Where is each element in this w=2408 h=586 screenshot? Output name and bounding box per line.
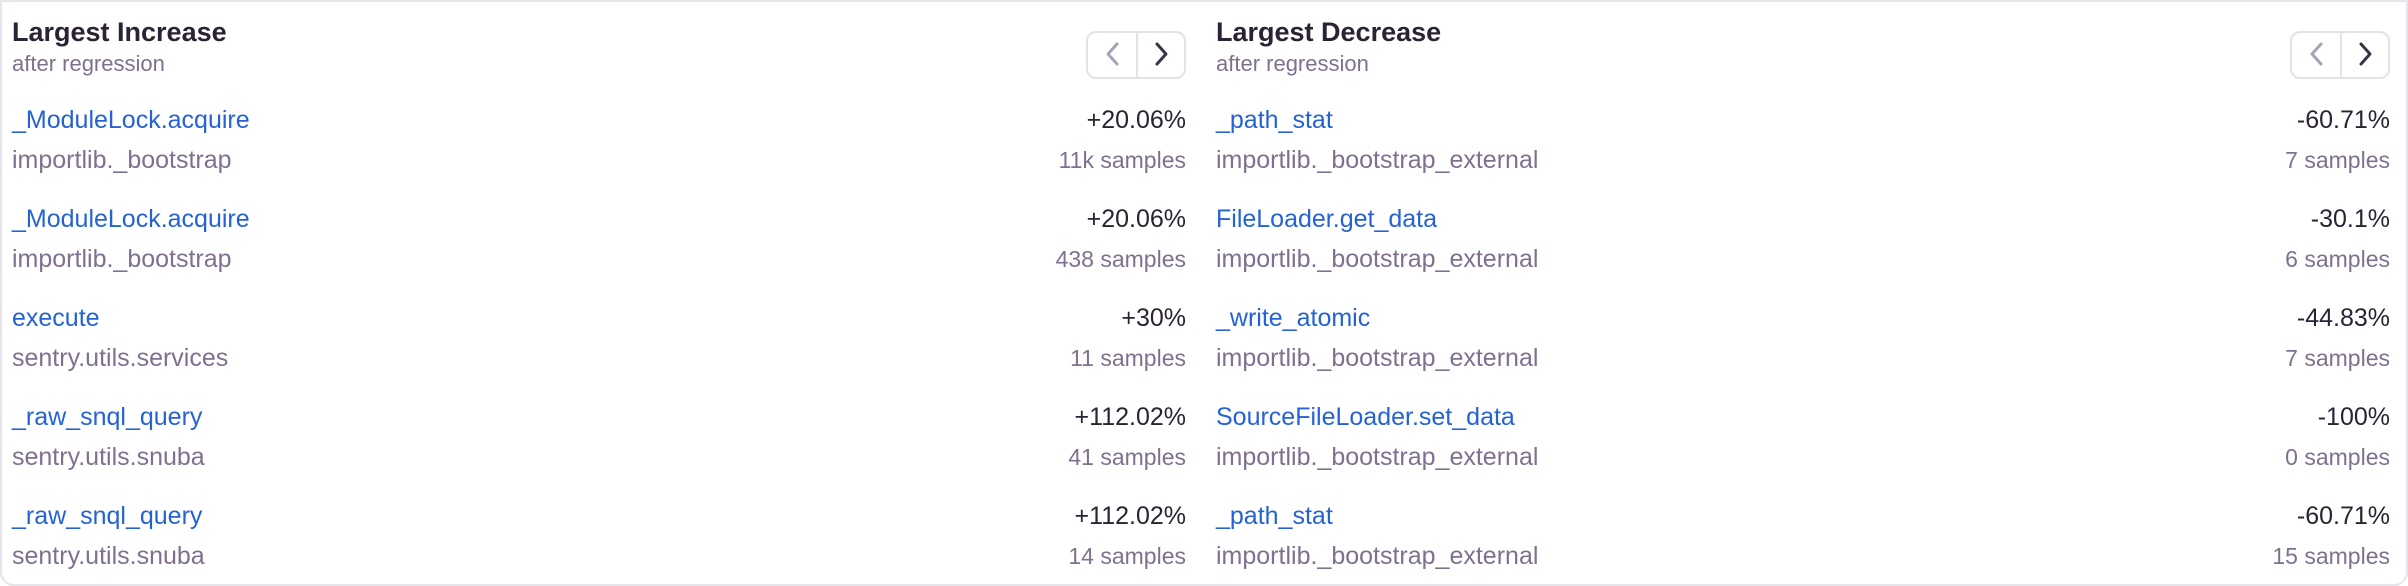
row-function-block: _raw_snql_query sentry.utils.snuba: [12, 397, 205, 477]
function-link[interactable]: execute: [12, 304, 100, 332]
chevron-right-icon: [2358, 41, 2373, 70]
prev-page-button[interactable]: [2292, 33, 2340, 77]
regression-row: _ModuleLock.acquire importlib._bootstrap…: [12, 100, 1186, 180]
chevron-left-icon: [1105, 41, 1120, 70]
panel-titles: Largest Increase after regression: [12, 14, 227, 78]
module-label: importlib._bootstrap: [12, 245, 232, 273]
row-stats-block: -60.71% 7 samples: [2261, 100, 2390, 180]
module-label: importlib._bootstrap_external: [1216, 245, 1539, 273]
panel-header: Largest Increase after regression: [12, 14, 1186, 79]
row-stats-block: -30.1% 6 samples: [2261, 199, 2390, 279]
module-label: sentry.utils.snuba: [12, 542, 205, 570]
percent-change: +20.06%: [1086, 205, 1186, 233]
function-link[interactable]: _path_stat: [1216, 502, 1333, 530]
row-function-block: _path_stat importlib._bootstrap_external: [1216, 100, 1538, 180]
row-function-block: FileLoader.get_data importlib._bootstrap…: [1216, 199, 1538, 279]
row-stats-block: -44.83% 7 samples: [2261, 298, 2390, 378]
largest-increase-panel: Largest Increase after regression: [12, 14, 1186, 584]
percent-change: -60.71%: [2296, 106, 2390, 134]
row-stats-block: +112.02% 41 samples: [1044, 397, 1186, 477]
row-function-block: execute sentry.utils.services: [12, 298, 228, 378]
row-stats-block: +30% 11 samples: [1046, 298, 1186, 378]
panel-subtitle: after regression: [12, 51, 165, 76]
percent-change: +20.06%: [1086, 106, 1186, 134]
pagination-control: [1086, 31, 1186, 79]
module-label: importlib._bootstrap_external: [1216, 443, 1539, 471]
panel-title: Largest Decrease: [1216, 17, 1442, 47]
prev-page-button[interactable]: [1088, 33, 1136, 77]
module-label: sentry.utils.services: [12, 344, 229, 372]
function-link[interactable]: _write_atomic: [1216, 304, 1371, 332]
sample-count: 0 samples: [2285, 444, 2390, 470]
regression-row: _path_stat importlib._bootstrap_external…: [1216, 496, 2390, 576]
module-label: sentry.utils.snuba: [12, 443, 205, 471]
module-label: importlib._bootstrap_external: [1216, 146, 1539, 174]
percent-change: +30%: [1121, 304, 1186, 332]
regression-row: _write_atomic importlib._bootstrap_exter…: [1216, 298, 2390, 378]
sample-count: 438 samples: [1055, 246, 1186, 272]
regression-row: FileLoader.get_data importlib._bootstrap…: [1216, 199, 2390, 279]
regression-row: _raw_snql_query sentry.utils.snuba +112.…: [12, 496, 1186, 576]
sample-count: 7 samples: [2285, 147, 2390, 173]
function-link[interactable]: SourceFileLoader.set_data: [1216, 403, 1515, 431]
function-link[interactable]: _ModuleLock.acquire: [12, 205, 250, 233]
regression-row: execute sentry.utils.services +30% 11 sa…: [12, 298, 1186, 378]
row-function-block: SourceFileLoader.set_data importlib._boo…: [1216, 397, 1538, 477]
percent-change: +112.02%: [1074, 403, 1186, 431]
percent-change: +112.02%: [1074, 502, 1186, 530]
regression-row: _ModuleLock.acquire importlib._bootstrap…: [12, 199, 1186, 279]
sample-count: 15 samples: [2272, 543, 2390, 569]
function-link[interactable]: _ModuleLock.acquire: [12, 106, 250, 134]
panel-subtitle: after regression: [1216, 51, 1369, 76]
row-function-block: _write_atomic importlib._bootstrap_exter…: [1216, 298, 1538, 378]
sample-count: 11k samples: [1058, 147, 1186, 173]
row-stats-block: +112.02% 14 samples: [1044, 496, 1186, 576]
percent-change: -44.83%: [2296, 304, 2390, 332]
module-label: importlib._bootstrap: [12, 146, 232, 174]
sample-count: 6 samples: [2285, 246, 2390, 272]
row-function-block: _path_stat importlib._bootstrap_external: [1216, 496, 1538, 576]
regression-row: SourceFileLoader.set_data importlib._boo…: [1216, 397, 2390, 477]
percent-change: -100%: [2317, 403, 2390, 431]
regression-row: _raw_snql_query sentry.utils.snuba +112.…: [12, 397, 1186, 477]
percent-change: -30.1%: [2310, 205, 2390, 233]
next-page-button[interactable]: [2340, 33, 2388, 77]
row-stats-block: +20.06% 438 samples: [1032, 199, 1186, 279]
sample-count: 11 samples: [1070, 345, 1186, 371]
row-stats-block: -100% 0 samples: [2261, 397, 2390, 477]
row-stats-block: +20.06% 11k samples: [1035, 100, 1186, 180]
pagination-control: [2290, 31, 2390, 79]
sample-count: 7 samples: [2285, 345, 2390, 371]
regression-row: _path_stat importlib._bootstrap_external…: [1216, 100, 2390, 180]
row-stats-block: -60.71% 15 samples: [2248, 496, 2390, 576]
row-function-block: _raw_snql_query sentry.utils.snuba: [12, 496, 205, 576]
panel-titles: Largest Decrease after regression: [1216, 14, 1441, 78]
panel-title: Largest Increase: [12, 17, 227, 47]
panel-header: Largest Decrease after regression: [1216, 14, 2390, 79]
module-label: importlib._bootstrap_external: [1216, 542, 1539, 570]
module-label: importlib._bootstrap_external: [1216, 344, 1539, 372]
row-function-block: _ModuleLock.acquire importlib._bootstrap: [12, 100, 250, 180]
sample-count: 14 samples: [1068, 543, 1186, 569]
function-link[interactable]: _raw_snql_query: [12, 403, 203, 431]
largest-decrease-panel: Largest Decrease after regression: [1216, 14, 2390, 584]
chevron-right-icon: [1154, 41, 1169, 70]
next-page-button[interactable]: [1136, 33, 1184, 77]
row-function-block: _ModuleLock.acquire importlib._bootstrap: [12, 199, 250, 279]
function-link[interactable]: _raw_snql_query: [12, 502, 203, 530]
sample-count: 41 samples: [1068, 444, 1186, 470]
function-link[interactable]: _path_stat: [1216, 106, 1333, 134]
percent-change: -60.71%: [2296, 502, 2390, 530]
function-link[interactable]: FileLoader.get_data: [1216, 205, 1438, 233]
chevron-left-icon: [2309, 41, 2324, 70]
